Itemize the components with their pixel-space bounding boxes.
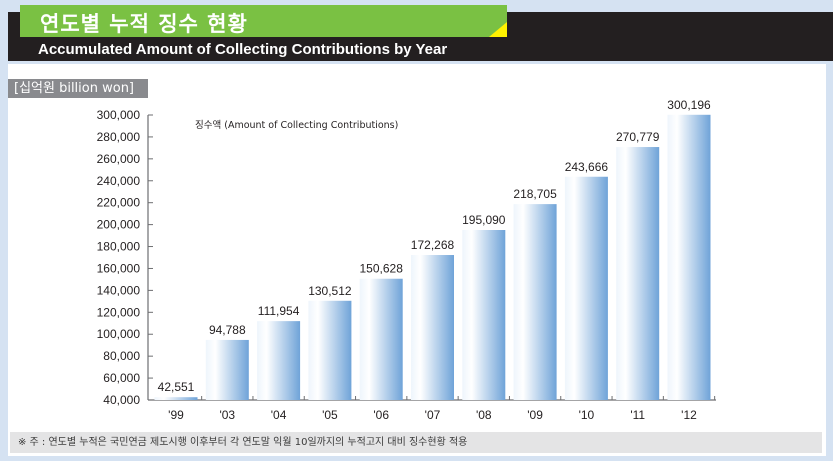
y-tick-label: 160,000 (97, 261, 141, 275)
x-tick-label: '05 (322, 408, 338, 422)
bar (359, 278, 403, 400)
x-tick-label: '11 (630, 408, 645, 422)
y-tick-label: 60,000 (103, 371, 140, 385)
y-tick-label: 260,000 (97, 152, 141, 166)
bar (667, 114, 711, 400)
data-label: 111,954 (258, 304, 300, 318)
legend-label: 징수액 (Amount of Collecting Contributions) (195, 119, 398, 131)
labels: 40,000 60,000 80,000 100,000 120,000 140,000 1… (97, 98, 711, 422)
data-label: 218,705 (513, 187, 557, 201)
data-label: 300,196 (667, 98, 711, 112)
bar (154, 397, 198, 400)
x-tick-label: '06 (373, 408, 389, 422)
footnote: ※ 주 : 연도별 누적은 국민연금 제도시행 이후부터 각 연도말 익월 10… (10, 432, 822, 453)
y-tick-label: 100,000 (97, 327, 141, 341)
corner-triangle-icon (489, 22, 507, 37)
bar (411, 255, 454, 400)
data-label: 94,788 (209, 323, 246, 337)
bar (616, 147, 660, 400)
title-english: Accumulated Amount of Collecting Contrib… (38, 41, 448, 58)
y-tick-label: 120,000 (97, 305, 141, 319)
y-tick-label: 300,000 (97, 108, 141, 122)
y-tick-label: 200,000 (97, 218, 141, 232)
title-banner: 연도별 누적 징수 현황 (20, 5, 507, 37)
y-tick-label: 240,000 (97, 174, 141, 188)
y-tick-label: 180,000 (97, 240, 141, 254)
y-tick-label: 40,000 (103, 393, 140, 407)
bar (462, 229, 506, 400)
y-tick-label: 140,000 (97, 283, 141, 297)
bar (513, 204, 557, 400)
data-label: 195,090 (462, 213, 506, 227)
data-label: 42,551 (158, 380, 195, 394)
x-tick-label: '04 (271, 408, 287, 422)
title-korean: 연도별 누적 징수 현황 (40, 12, 248, 36)
y-tick-label: 280,000 (97, 130, 141, 144)
x-tick-label: '03 (219, 408, 235, 422)
x-tick-label: '99 (168, 408, 184, 422)
unit-label: [십억원 billion won] (8, 79, 148, 98)
data-label: 270,779 (616, 130, 660, 144)
bar (257, 321, 301, 400)
x-tick-label: '10 (579, 408, 595, 422)
data-label: 243,666 (565, 160, 609, 174)
bar (564, 176, 608, 400)
x-tick-label: '12 (681, 408, 697, 422)
data-label: 130,512 (308, 284, 352, 298)
y-tick-label: 220,000 (97, 196, 141, 210)
data-label: 150,628 (360, 262, 404, 276)
bar (205, 339, 249, 400)
x-tick-label: '08 (476, 408, 492, 422)
bar (308, 300, 352, 400)
bars (154, 114, 711, 400)
x-tick-label: '07 (425, 408, 441, 422)
y-tick-label: 80,000 (103, 349, 140, 363)
data-label: 172,268 (411, 238, 455, 252)
x-tick-label: '09 (527, 408, 543, 422)
